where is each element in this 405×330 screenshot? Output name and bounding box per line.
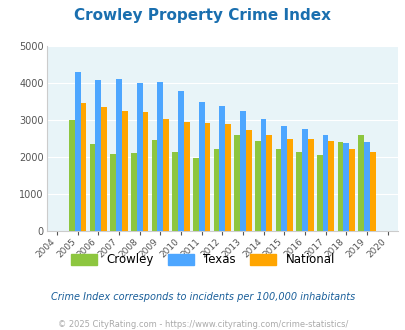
Bar	[260, 119, 266, 231]
Legend: Crowley, Texas, National: Crowley, Texas, National	[71, 253, 334, 266]
Bar	[266, 135, 272, 231]
Bar	[142, 112, 148, 231]
Bar	[254, 141, 260, 231]
Text: Crime Index corresponds to incidents per 100,000 inhabitants: Crime Index corresponds to incidents per…	[51, 292, 354, 302]
Bar	[296, 152, 301, 231]
Bar	[136, 83, 142, 231]
Bar	[192, 158, 198, 231]
Bar	[316, 155, 322, 231]
Bar	[322, 135, 328, 231]
Bar	[131, 153, 136, 231]
Bar	[75, 72, 80, 231]
Bar	[363, 142, 369, 231]
Bar	[178, 90, 183, 231]
Bar	[281, 126, 286, 231]
Bar	[90, 144, 95, 231]
Text: © 2025 CityRating.com - https://www.cityrating.com/crime-statistics/: © 2025 CityRating.com - https://www.city…	[58, 320, 347, 329]
Bar	[213, 149, 219, 231]
Bar	[225, 124, 230, 231]
Bar	[357, 135, 363, 231]
Bar	[337, 142, 343, 231]
Bar	[183, 122, 189, 231]
Bar	[301, 129, 307, 231]
Bar	[69, 120, 75, 231]
Bar	[369, 152, 375, 231]
Bar	[286, 139, 292, 231]
Bar	[95, 80, 101, 231]
Bar	[204, 123, 210, 231]
Bar	[163, 119, 168, 231]
Bar	[80, 104, 86, 231]
Bar	[343, 143, 348, 231]
Bar	[198, 102, 204, 231]
Bar	[157, 82, 163, 231]
Bar	[328, 141, 333, 231]
Bar	[275, 148, 281, 231]
Bar	[234, 135, 239, 231]
Bar	[239, 111, 245, 231]
Bar	[116, 80, 121, 231]
Bar	[122, 111, 127, 231]
Bar	[172, 151, 178, 231]
Bar	[348, 149, 354, 231]
Bar	[219, 106, 225, 231]
Bar	[151, 141, 157, 231]
Text: Crowley Property Crime Index: Crowley Property Crime Index	[74, 8, 331, 23]
Bar	[101, 107, 107, 231]
Bar	[245, 130, 251, 231]
Bar	[110, 154, 116, 231]
Bar	[307, 139, 313, 231]
